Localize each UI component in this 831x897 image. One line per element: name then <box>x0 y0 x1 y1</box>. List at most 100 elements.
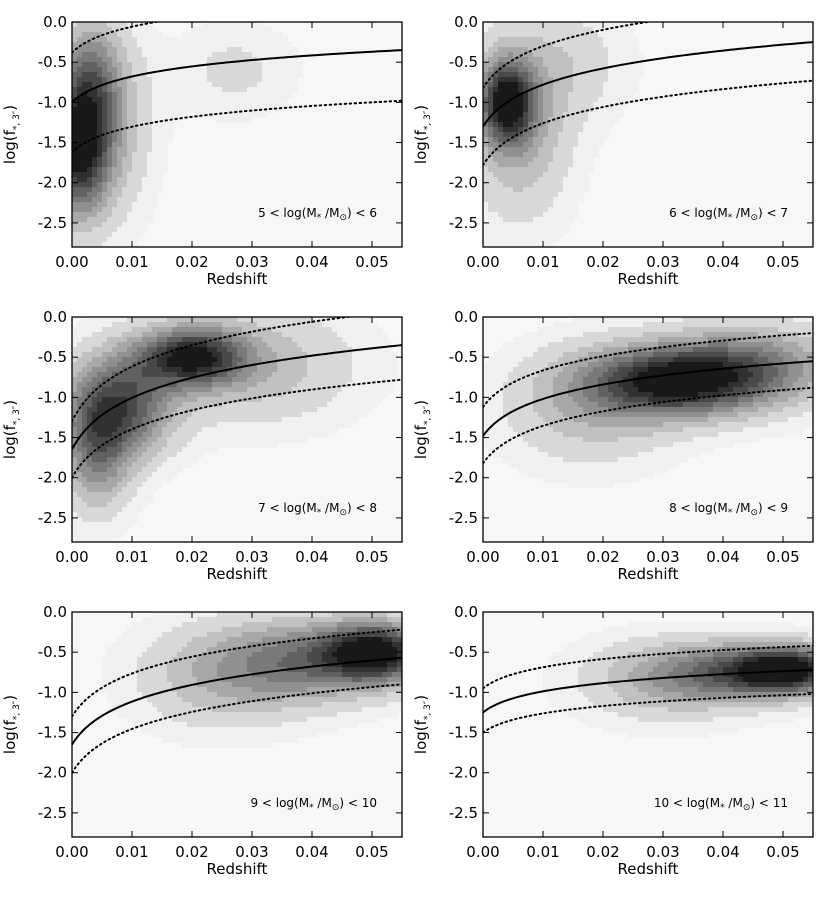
density-cell <box>232 342 238 348</box>
density-cell <box>72 452 78 458</box>
density-cell <box>623 47 629 53</box>
density-cell <box>272 382 278 388</box>
density-cell <box>102 152 108 158</box>
density-cell <box>122 137 128 143</box>
density-cell <box>548 197 554 203</box>
density-cell <box>92 122 98 128</box>
density-cell <box>202 442 208 448</box>
density-cell <box>523 32 529 38</box>
density-cell <box>538 72 544 78</box>
density-cell <box>518 412 524 418</box>
density-cell <box>498 167 504 173</box>
density-cell <box>232 412 238 418</box>
y-tick-label: -2.5 <box>38 509 67 527</box>
density-cell <box>127 102 133 108</box>
density-cell <box>247 352 253 358</box>
density-cell <box>92 497 98 503</box>
density-cell <box>573 102 579 108</box>
density-cell <box>518 372 524 378</box>
density-cell <box>573 207 579 213</box>
density-cell <box>162 122 168 128</box>
density-cell <box>97 67 103 73</box>
density-cell <box>202 387 208 393</box>
density-cell <box>127 387 133 393</box>
density-cell <box>162 422 168 428</box>
density-cell <box>82 197 88 203</box>
density-cell <box>107 87 113 93</box>
density-cell <box>513 402 519 408</box>
density-cell <box>257 407 263 413</box>
density-cell <box>142 322 148 328</box>
density-cell <box>122 527 128 533</box>
density-cell <box>483 27 489 33</box>
density-cell <box>152 92 158 98</box>
density-cell <box>277 347 283 353</box>
density-cell <box>528 417 534 423</box>
density-cell <box>583 117 589 123</box>
density-cell <box>282 82 288 88</box>
density-cell <box>553 152 559 158</box>
density-cell <box>483 232 489 238</box>
density-cell <box>77 422 83 428</box>
density-cell <box>137 452 143 458</box>
density-cell <box>192 57 198 63</box>
density-cell <box>102 477 108 483</box>
density-cell <box>147 392 153 398</box>
density-cell <box>518 152 524 158</box>
density-cell <box>172 62 178 68</box>
density-cell <box>347 392 353 398</box>
density-cell <box>538 212 544 218</box>
density-cell <box>132 422 138 428</box>
density-cell <box>352 372 358 378</box>
density-cell <box>513 182 519 188</box>
density-cell <box>252 377 258 383</box>
density-cell <box>122 182 128 188</box>
y-tick-label: -1.0 <box>38 388 67 406</box>
density-cell <box>107 427 113 433</box>
density-cell <box>277 332 283 338</box>
density-cell <box>142 67 148 73</box>
density-cell <box>613 57 619 63</box>
density-cell <box>217 357 223 363</box>
density-cell <box>533 227 539 233</box>
density-cell <box>493 52 499 58</box>
density-cell <box>97 122 103 128</box>
density-cell <box>543 52 549 58</box>
density-cell <box>503 222 509 228</box>
density-cell <box>97 182 103 188</box>
density-cell <box>578 192 584 198</box>
density-cell <box>327 362 333 368</box>
density-cell <box>568 427 574 433</box>
density-cell <box>202 397 208 403</box>
density-cell <box>192 32 198 38</box>
density-cell <box>102 232 108 238</box>
density-cell <box>332 337 338 343</box>
density-cell <box>147 462 153 468</box>
density-cell <box>302 412 308 418</box>
density-cell <box>202 52 208 58</box>
density-cell <box>77 107 83 113</box>
density-cell <box>172 332 178 338</box>
density-cell <box>503 367 509 373</box>
density-cell <box>538 37 544 43</box>
density-cell <box>573 462 579 468</box>
density-cell <box>573 122 579 128</box>
density-cell <box>352 407 358 413</box>
density-cell <box>147 377 153 383</box>
density-cell <box>157 437 163 443</box>
density-cell <box>152 487 158 493</box>
density-cell <box>107 122 113 128</box>
density-cell <box>392 362 398 368</box>
density-cell <box>227 92 233 98</box>
density-cell <box>262 32 268 38</box>
density-cell <box>97 187 103 193</box>
density-cell <box>372 337 378 343</box>
density-cell <box>538 222 544 228</box>
density-cell <box>207 382 213 388</box>
density-cell <box>72 512 78 518</box>
density-cell <box>523 462 529 468</box>
density-cell <box>192 457 198 463</box>
density-cell <box>142 62 148 68</box>
density-cell <box>77 342 83 348</box>
density-cell <box>242 42 248 48</box>
